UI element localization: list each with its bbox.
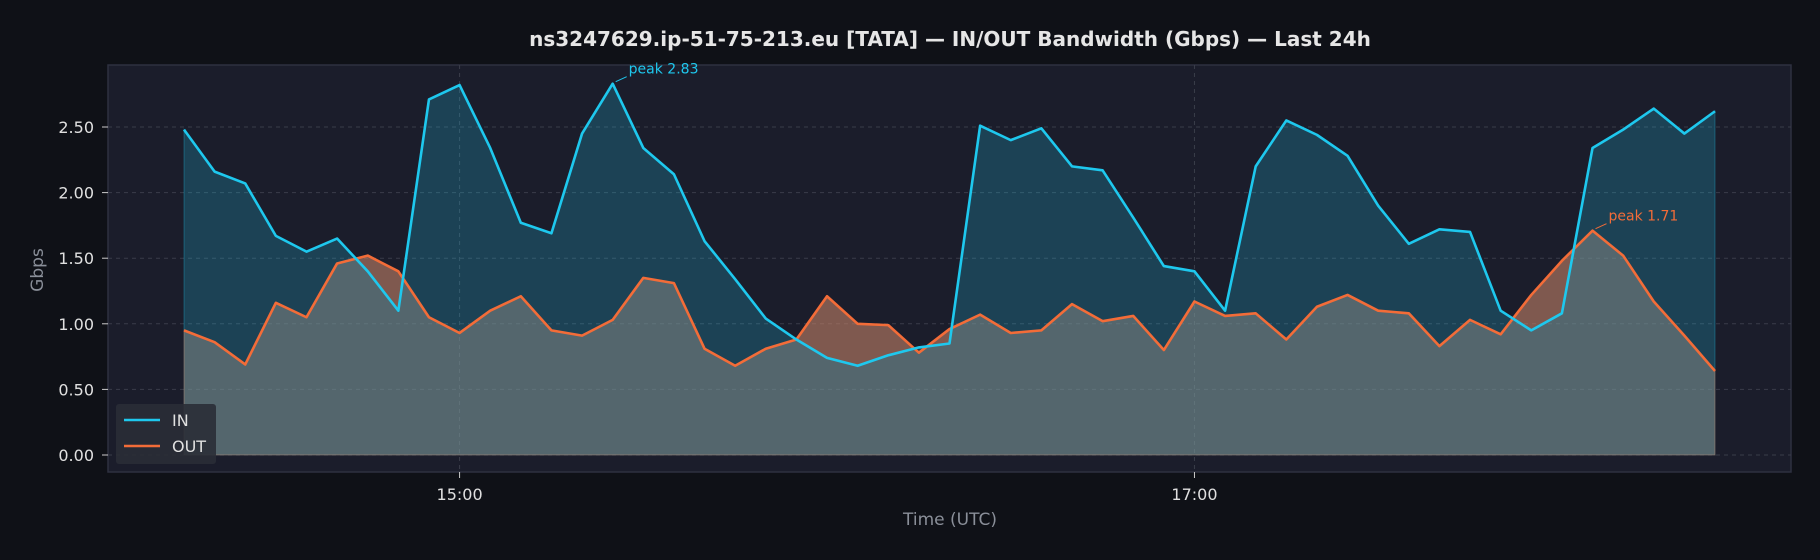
x-tick-label: 15:00 (437, 485, 483, 504)
x-tick-label: 17:00 (1171, 485, 1217, 504)
annotation-label: peak 2.83 (629, 62, 699, 78)
legend-label-in: IN (172, 411, 189, 430)
x-axis-ticks: 15:00 17:00 (437, 472, 1218, 504)
legend-label-out: OUT (172, 437, 206, 456)
annotation-pointer (1595, 223, 1607, 230)
series-lines (182, 82, 1716, 372)
chart-title: ns3247629.ip-51-75-213.eu [TATA] — IN/OU… (529, 27, 1371, 51)
annotation-label: peak 1.71 (1609, 209, 1679, 225)
y-axis-label: Gbps (28, 248, 48, 292)
y-tick-label: 0.00 (58, 446, 94, 465)
in-line (182, 82, 1716, 368)
out-exceeds-in-area (796, 296, 915, 366)
annotations: peak 2.83 peak 1.71 (615, 62, 1679, 230)
out-line (183, 229, 1716, 372)
annotation-pointer (615, 76, 627, 83)
y-tick-label: 0.50 (58, 380, 94, 399)
legend: IN OUT (116, 404, 216, 464)
y-tick-label: 1.00 (58, 315, 94, 334)
out-exceeds-in-area (1512, 249, 1574, 331)
x-axis-label: Time (UTC) (902, 510, 997, 530)
y-axis-ticks: 0.00 0.50 1.00 1.50 2.00 2.50 (58, 118, 108, 465)
y-tick-label: 1.50 (58, 249, 94, 268)
y-tick-label: 2.50 (58, 118, 94, 137)
y-tick-label: 2.00 (58, 184, 94, 203)
